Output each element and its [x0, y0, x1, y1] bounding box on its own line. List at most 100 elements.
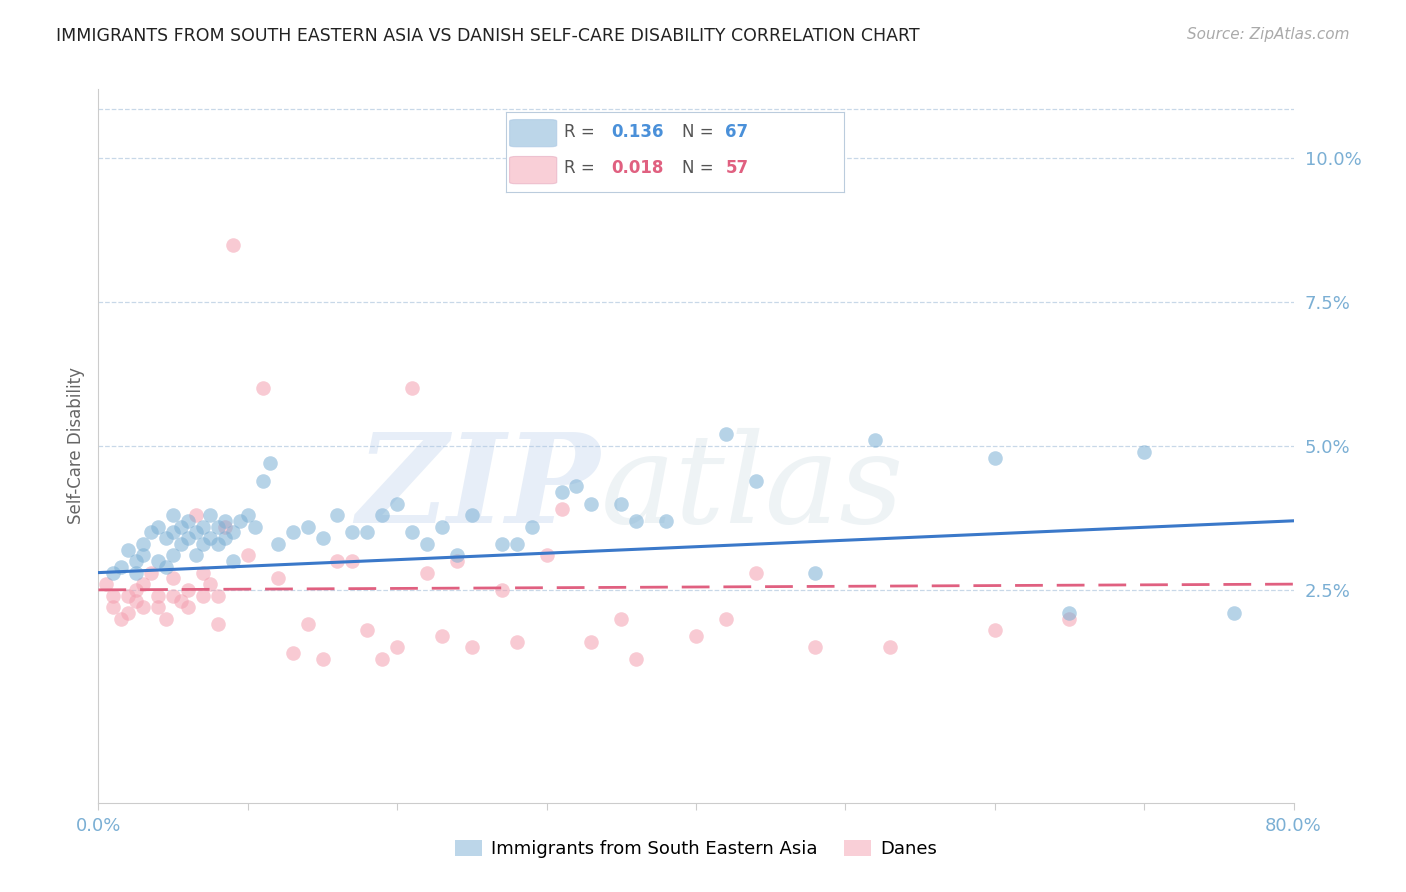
Point: [110, 612, 132, 626]
Point: [610, 612, 633, 626]
Point: [581, 497, 603, 511]
Point: [207, 519, 229, 533]
Point: [125, 594, 148, 608]
Point: [461, 508, 484, 522]
Point: [416, 566, 439, 580]
Point: [139, 566, 162, 580]
Point: [446, 549, 468, 563]
Point: [401, 381, 423, 395]
Point: [177, 531, 200, 545]
Point: [103, 589, 125, 603]
Text: N =: N =: [682, 159, 718, 177]
Point: [520, 519, 543, 533]
Text: Source: ZipAtlas.com: Source: ZipAtlas.com: [1187, 27, 1350, 42]
Point: [148, 554, 170, 568]
Text: N =: N =: [682, 123, 718, 141]
Point: [984, 623, 1007, 637]
Point: [94, 577, 117, 591]
Point: [1133, 444, 1156, 458]
Point: [200, 577, 222, 591]
Text: 57: 57: [725, 159, 748, 177]
Point: [222, 237, 245, 252]
Point: [214, 519, 236, 533]
Point: [626, 514, 648, 528]
Point: [536, 549, 558, 563]
Point: [229, 514, 252, 528]
Point: [169, 537, 191, 551]
FancyBboxPatch shape: [509, 156, 557, 184]
Point: [1223, 606, 1246, 620]
Text: 0.136: 0.136: [610, 123, 664, 141]
Point: [191, 537, 214, 551]
Point: [177, 600, 200, 615]
Point: [214, 514, 236, 528]
Point: [491, 582, 513, 597]
Point: [297, 519, 319, 533]
Point: [117, 542, 139, 557]
Text: 0.018: 0.018: [610, 159, 664, 177]
Point: [565, 479, 588, 493]
Point: [207, 589, 229, 603]
Point: [132, 577, 155, 591]
Point: [430, 629, 453, 643]
Text: R =: R =: [564, 159, 599, 177]
Point: [139, 525, 162, 540]
Point: [259, 456, 281, 470]
Point: [984, 450, 1007, 465]
Point: [236, 508, 259, 522]
Point: [162, 549, 184, 563]
Point: [117, 589, 139, 603]
Point: [804, 566, 827, 580]
Point: [550, 502, 572, 516]
Point: [446, 554, 468, 568]
Point: [155, 559, 177, 574]
Point: [177, 514, 200, 528]
Point: [191, 589, 214, 603]
Point: [506, 634, 529, 648]
Point: [125, 582, 148, 597]
Point: [879, 640, 901, 655]
Point: [416, 537, 439, 551]
Legend: Immigrants from South Eastern Asia, Danes: Immigrants from South Eastern Asia, Dane…: [447, 832, 945, 865]
Point: [430, 519, 453, 533]
Point: [385, 640, 409, 655]
Point: [191, 519, 214, 533]
FancyBboxPatch shape: [509, 120, 557, 147]
Point: [281, 525, 304, 540]
Point: [356, 525, 378, 540]
Point: [103, 566, 125, 580]
Point: [342, 525, 364, 540]
Point: [506, 537, 529, 551]
Point: [125, 566, 148, 580]
Point: [125, 554, 148, 568]
Point: [714, 427, 737, 442]
Point: [804, 640, 827, 655]
Point: [371, 508, 394, 522]
Point: [745, 566, 768, 580]
Text: 67: 67: [725, 123, 748, 141]
Point: [745, 474, 768, 488]
Point: [200, 531, 222, 545]
Point: [148, 600, 170, 615]
Point: [214, 531, 236, 545]
Point: [148, 519, 170, 533]
Point: [714, 612, 737, 626]
Point: [177, 582, 200, 597]
Point: [155, 531, 177, 545]
Point: [222, 525, 245, 540]
Point: [207, 617, 229, 632]
Point: [342, 554, 364, 568]
Point: [297, 617, 319, 632]
Point: [401, 525, 423, 540]
Point: [162, 571, 184, 585]
Point: [184, 549, 207, 563]
Point: [865, 434, 887, 448]
Point: [311, 531, 333, 545]
Point: [1059, 612, 1081, 626]
Point: [222, 554, 245, 568]
Point: [610, 497, 633, 511]
Point: [685, 629, 707, 643]
Point: [581, 634, 603, 648]
Point: [103, 600, 125, 615]
Point: [184, 525, 207, 540]
